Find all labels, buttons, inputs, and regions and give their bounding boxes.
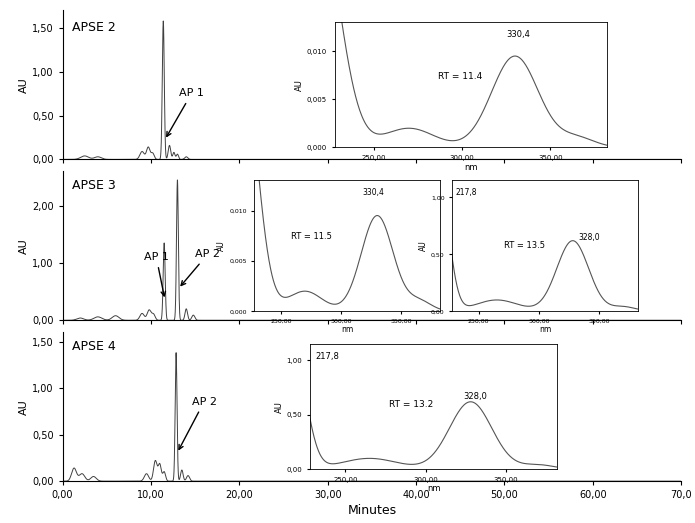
Y-axis label: AU: AU [19, 238, 29, 254]
Y-axis label: AU: AU [19, 77, 29, 93]
Text: AP 1: AP 1 [144, 252, 169, 296]
Text: AP 2: AP 2 [179, 397, 217, 449]
Y-axis label: AU: AU [19, 399, 29, 415]
Text: APSE 2: APSE 2 [72, 21, 115, 34]
X-axis label: Minutes: Minutes [348, 504, 396, 517]
Text: AP 1: AP 1 [167, 88, 204, 137]
Text: AP 2: AP 2 [181, 249, 220, 286]
Text: APSE 3: APSE 3 [72, 179, 115, 192]
Text: APSE 4: APSE 4 [72, 339, 115, 353]
